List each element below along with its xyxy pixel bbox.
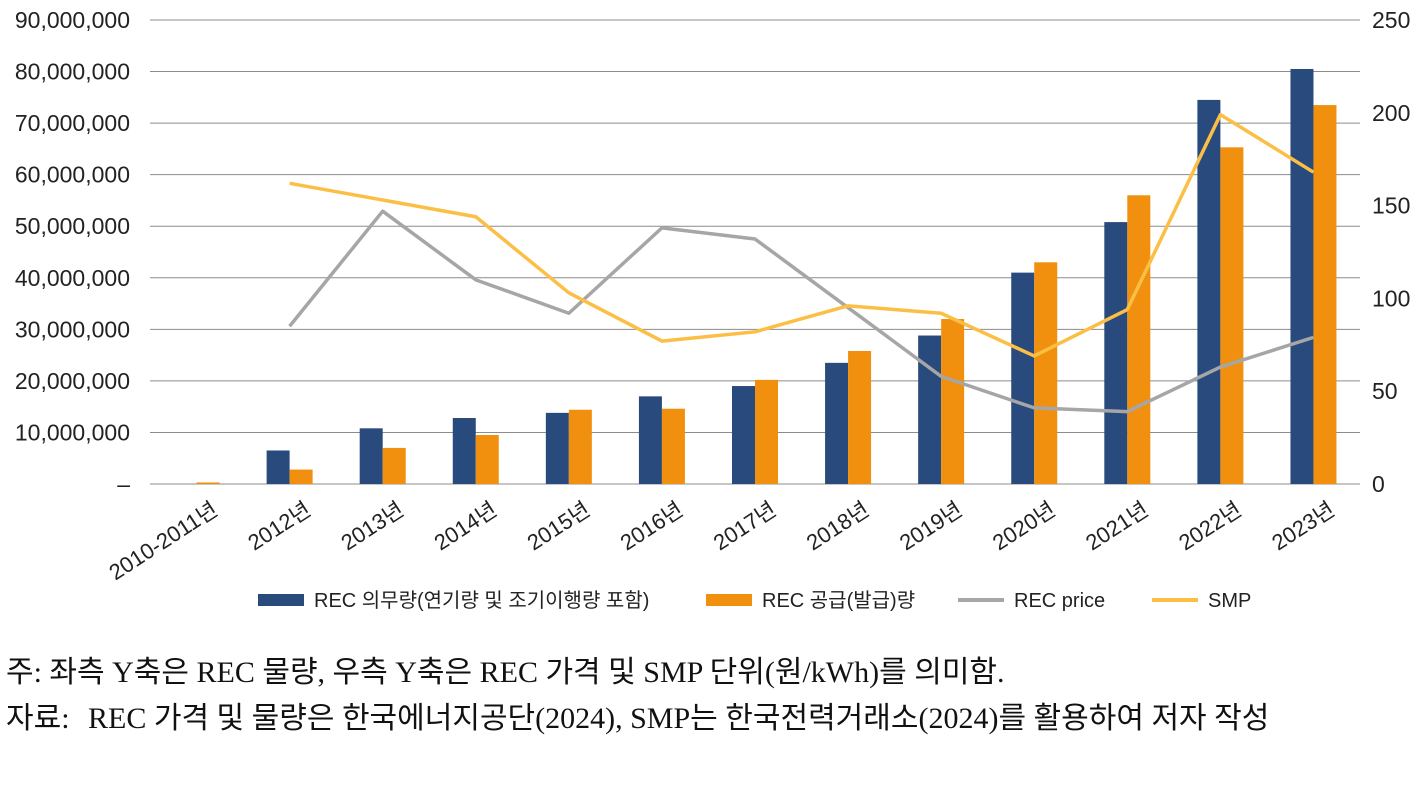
left-tick-label: 30,000,000 <box>15 316 130 342</box>
bar-supply <box>1034 262 1058 484</box>
legend-label: REC 의무량(연기량 및 조기이행량 포함) <box>314 589 649 612</box>
bar-obligation <box>266 450 290 484</box>
left-tick-label: 20,000,000 <box>15 368 130 394</box>
bar-supply <box>568 409 592 484</box>
right-tick-label: 250 <box>1372 7 1410 33</box>
x-tick-label: 2018년 <box>802 497 874 556</box>
source-label: 자료: <box>6 702 70 735</box>
bar-supply <box>1220 147 1244 484</box>
bar-supply <box>1313 105 1337 485</box>
bar-obligation <box>452 418 476 484</box>
bar-supply <box>196 482 220 484</box>
x-tick-label: 2010-2011년 <box>105 497 222 585</box>
left-tick-label: 50,000,000 <box>15 213 130 239</box>
bar-obligation <box>1197 99 1221 485</box>
x-tick-label: 2017년 <box>709 497 781 556</box>
lines <box>288 112 1315 414</box>
legend-item: REC 공급(발급)량 <box>706 589 915 612</box>
x-axis-ticks: 2010-2011년 2012년 2013년 2014년 2015년 2016년 2017년… <box>105 497 1339 585</box>
bar-obligation <box>1104 222 1128 484</box>
left-tick-label: 70,000,000 <box>15 110 130 136</box>
left-axis-ticks: – 10,000,000 20,000,000 30,000,000 40,000,00… <box>15 7 130 497</box>
x-tick-label: 2019년 <box>895 497 967 556</box>
x-tick-label: 2015년 <box>523 497 595 556</box>
legend-label: REC 공급(발급)량 <box>762 589 915 612</box>
legend-item: REC price <box>958 590 1105 612</box>
x-tick-label: 2023년 <box>1267 497 1339 556</box>
legend-swatch <box>706 594 752 606</box>
bar-obligation <box>825 362 849 484</box>
x-tick-label: 2013년 <box>336 497 408 556</box>
left-tick-label: – <box>117 471 130 497</box>
bar-obligation <box>1290 68 1314 484</box>
x-tick-label: 2022년 <box>1174 497 1246 556</box>
bar-supply <box>382 447 406 484</box>
legend-item: SMP <box>1152 590 1251 612</box>
legend-item: REC 의무량(연기량 및 조기이행량 포함) <box>258 589 649 612</box>
bar-supply <box>848 350 872 484</box>
x-tick-label: 2020년 <box>988 497 1060 556</box>
right-tick-label: 0 <box>1372 471 1385 497</box>
bar-supply <box>1127 195 1151 485</box>
x-tick-label: 2012년 <box>243 497 315 556</box>
bar-supply <box>661 408 685 484</box>
x-tick-label: 2014년 <box>430 497 502 556</box>
bar-obligation <box>732 386 755 484</box>
bar-supply <box>941 319 965 484</box>
right-tick-label: 50 <box>1372 378 1398 404</box>
left-tick-label: 60,000,000 <box>15 162 130 188</box>
bar-obligation <box>918 335 942 484</box>
bars <box>196 68 1337 485</box>
right-tick-label: 150 <box>1372 193 1410 219</box>
legend-swatch <box>258 594 304 606</box>
left-tick-label: 90,000,000 <box>15 7 130 33</box>
source-note: 자료: REC 가격 및 물량은 한국에너지공단(2024), SMP는 한국전력… <box>6 696 1411 742</box>
line-smp <box>289 112 1315 358</box>
left-tick-label: 40,000,000 <box>15 265 130 291</box>
x-tick-label: 2021년 <box>1081 497 1153 556</box>
source-text: REC 가격 및 물량은 한국에너지공단(2024), SMP는 한국전력거래소… <box>88 702 1270 735</box>
combo-chart: – 10,000,000 20,000,000 30,000,000 40,000,00… <box>15 7 1411 612</box>
gridlines <box>150 19 1360 485</box>
legend-label: SMP <box>1208 590 1251 612</box>
legend-label: REC price <box>1014 590 1105 612</box>
bar-supply <box>755 379 778 484</box>
right-axis-ticks: 0 50 100 150 200 250 <box>1372 7 1410 497</box>
bar-supply <box>475 435 499 484</box>
bar-obligation <box>359 428 383 484</box>
bar-obligation <box>638 396 662 484</box>
right-tick-label: 100 <box>1372 285 1410 311</box>
x-tick-label: 2016년 <box>616 497 688 556</box>
bar-obligation <box>1011 272 1035 484</box>
chart-notes: 주: 좌측 Y축은 REC 물량, 우측 Y축은 REC 가격 및 SMP 단위… <box>6 650 1411 742</box>
axis-note: 주: 좌측 Y축은 REC 물량, 우측 Y축은 REC 가격 및 SMP 단위… <box>6 656 1005 689</box>
line-rec-price <box>288 209 1314 414</box>
right-tick-label: 200 <box>1372 100 1410 126</box>
left-tick-label: 80,000,000 <box>15 59 130 85</box>
bar-obligation <box>545 412 569 484</box>
left-tick-label: 10,000,000 <box>15 419 130 445</box>
bar-supply <box>289 469 313 484</box>
legend: REC 의무량(연기량 및 조기이행량 포함) REC 공급(발급)량 REC pr… <box>258 589 1251 612</box>
